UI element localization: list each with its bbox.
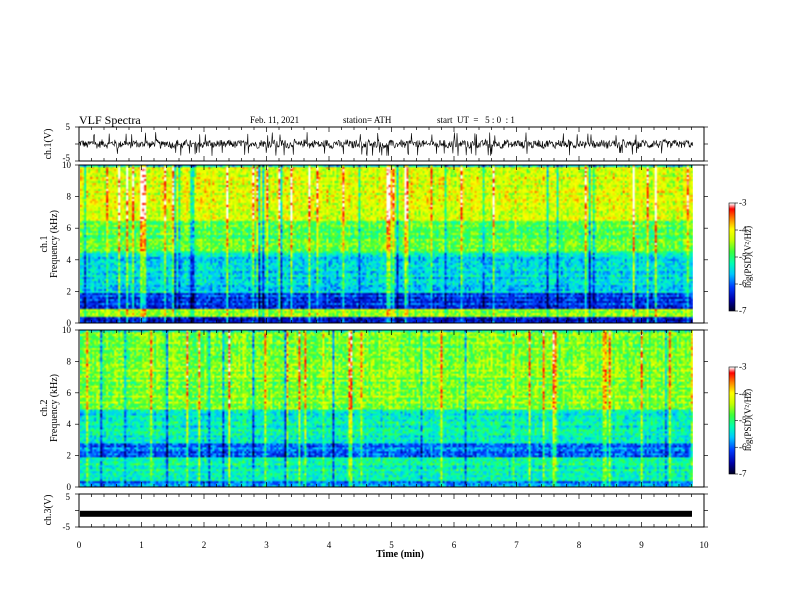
x-axis-tick-labels: 0 1 2 3 4 5 6 7 8 9 10	[77, 540, 709, 550]
colorbar-tick-label: -7	[739, 306, 747, 316]
x-tick-label: 10	[700, 540, 710, 550]
y-tick-label: 0	[67, 318, 72, 328]
figure-station: station= ATH	[343, 115, 392, 125]
y-tick-label: 10	[62, 160, 72, 170]
y-tick-label: 6	[67, 388, 72, 398]
ch1-waveform-ylabel: ch.1(V)	[43, 129, 54, 160]
figure-title: VLF Spectra	[79, 113, 141, 127]
x-axis-label: Time (min)	[376, 549, 424, 560]
ch2-colorbar: -3 -4 -5 -6 -7 log(PSD)(V²/Hz)	[728, 362, 753, 479]
ch3-waveform-trace	[80, 510, 692, 517]
figure-start-time: start UT = 5 : 0 : 1	[437, 115, 515, 125]
ch2-colorbar-gradient	[729, 367, 735, 474]
x-tick-label: 8	[577, 540, 582, 550]
colorbar-tick-label: -6	[739, 279, 747, 289]
ch1-spectrogram-panel: 0 2 4 6 8 10 ch.1 Frequency (kHz)	[39, 160, 708, 328]
ch1-colorbar-label: log(PSD)(V²/Hz)	[743, 226, 753, 288]
ch2-spectrogram-image	[80, 330, 693, 487]
y-tick-label: 2	[67, 286, 72, 296]
y-tick-label: 6	[67, 223, 72, 233]
ch3-ytick-top: 5	[66, 492, 71, 502]
y-tick-label: 4	[67, 419, 72, 429]
ch2-colorbar-label: log(PSD)(V²/Hz)	[743, 389, 753, 451]
ch1-ytick-top: 5	[66, 122, 71, 132]
y-tick-label: 0	[67, 482, 72, 492]
figure-date: Feb. 11, 2021	[250, 115, 299, 125]
colorbar-tick-label: -3	[739, 362, 747, 372]
ch1-waveform-ticks	[75, 126, 708, 162]
colorbar-tick-label: -4	[739, 388, 747, 398]
ch1-colorbar-gradient	[729, 203, 735, 311]
y-tick-label: 8	[67, 356, 72, 366]
x-tick-label: 2	[202, 540, 207, 550]
ch2-spectrogram-ylabel-channel: ch.2	[39, 400, 50, 417]
ch3-ytick-bottom: -5	[63, 522, 71, 532]
x-tick-label: 3	[264, 540, 269, 550]
ch1-spectrogram-ticks	[75, 164, 708, 324]
ch2-spectrogram-ylabel-frequency: Frequency (kHz)	[49, 374, 60, 442]
colorbar-tick-label: -5	[739, 252, 747, 262]
colorbar-tick-label: -3	[739, 198, 747, 208]
y-tick-label: 4	[67, 255, 72, 265]
ch3-waveform-panel: 5 -5 ch.3(V)	[43, 492, 708, 532]
colorbar-tick-label: -7	[739, 469, 747, 479]
colorbar-tick-label: -6	[739, 442, 747, 452]
ch1-spectrogram-ylabel-frequency: Frequency (kHz)	[49, 210, 60, 278]
x-tick-label: 4	[327, 540, 332, 550]
y-tick-label: 2	[67, 451, 72, 461]
x-tick-label: 5	[389, 540, 394, 550]
ch1-spectrogram-ylabel-channel: ch.1	[39, 236, 50, 253]
x-tick-label: 0	[77, 540, 82, 550]
ch1-waveform-trace	[78, 132, 694, 156]
ch2-spectrogram-panel: 0 2 4 6 8 10 ch.2 Frequency (kHz)	[39, 325, 708, 492]
y-tick-label: 10	[62, 325, 72, 335]
ch1-spectrogram-image	[80, 165, 693, 323]
x-tick-label: 9	[639, 540, 644, 550]
ch1-ytick-bottom: -5	[63, 153, 71, 163]
x-tick-label: 7	[514, 540, 519, 550]
ch1-colorbar-ticks: -3 -4 -5 -6 -7	[735, 198, 747, 316]
ch1-waveform-panel: 5 -5 ch.1(V)	[43, 122, 708, 163]
x-tick-label: 1	[139, 540, 144, 550]
ch1-spectrogram-ytick-labels: 0 2 4 6 8 10	[62, 160, 72, 328]
ch2-colorbar-ticks: -3 -4 -5 -6 -7	[735, 362, 747, 479]
ch3-waveform-ticks	[75, 493, 708, 528]
colorbar-tick-label: -5	[739, 415, 747, 425]
y-tick-label: 8	[67, 192, 72, 202]
ch1-colorbar: -3 -4 -5 -6 -7 log(PSD)(V²/Hz)	[728, 198, 753, 316]
x-tick-label: 6	[452, 540, 457, 550]
ch2-spectrogram-ytick-labels: 0 2 4 6 8 10	[62, 325, 72, 492]
colorbar-tick-label: -4	[739, 225, 747, 235]
ch2-spectrogram-ticks	[75, 329, 708, 488]
ch3-waveform-ylabel: ch.3(V)	[43, 495, 54, 526]
